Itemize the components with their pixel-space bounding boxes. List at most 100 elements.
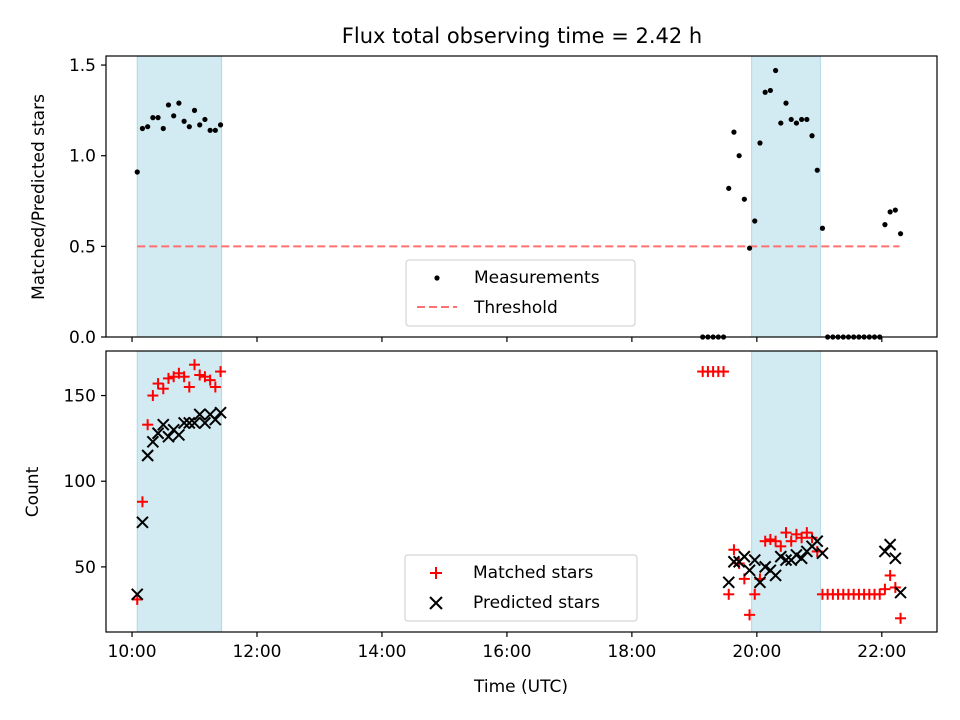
predicted-star-point: [753, 576, 767, 589]
top-axes-frame: [105, 55, 938, 338]
matched-star-point: [157, 383, 169, 395]
matched-star-point: [147, 390, 159, 402]
x-tick-label: 18:00: [607, 642, 656, 662]
measurement-point: [165, 102, 172, 108]
measurement-point: [757, 140, 763, 146]
matched-star-point: [764, 533, 776, 545]
predicted-star-point: [193, 408, 206, 421]
top-y-tick-label: 0.5: [69, 237, 96, 257]
measurement-points: [134, 67, 904, 340]
measurement-point: [145, 124, 151, 130]
measurement-point: [197, 122, 203, 128]
predicted-star-point: [738, 550, 751, 563]
measurement-point: [731, 129, 737, 135]
legend-matched-label: Matched stars: [473, 563, 593, 583]
measurement-point: [160, 125, 166, 132]
measurement-point: [767, 87, 773, 94]
matched-star-point: [759, 535, 771, 547]
measurement-point: [134, 169, 140, 175]
matched-star-point: [194, 369, 206, 381]
predicted-star-point: [162, 430, 175, 443]
matched-star-point: [874, 588, 886, 600]
predicted-star-point: [779, 553, 793, 567]
figure-title: Flux total observing time = 2.42 h: [342, 24, 702, 48]
matched-star-point: [749, 588, 761, 600]
measurement-point: [762, 89, 768, 95]
measurement-point: [186, 124, 192, 130]
measurement-point: [799, 116, 805, 123]
measurement-point: [793, 120, 800, 126]
measurement-point: [783, 100, 789, 106]
bottom-panel: 10:00 12:00 14:00 16:00 18:00 20:00 22:00 50 10…: [23, 350, 938, 697]
matched-star-point: [723, 588, 735, 600]
shaded-interval-0: [136, 55, 223, 338]
measurement-point: [212, 127, 218, 133]
measurement-point: [726, 185, 732, 191]
legend-measurements-marker: [434, 275, 440, 281]
matched-star-point: [770, 535, 782, 547]
x-tick-label: 16:00: [482, 642, 531, 662]
bottom-y-tick-label: 150: [64, 387, 96, 407]
predicted-star-point: [157, 418, 170, 431]
measurement-point: [814, 167, 820, 173]
matched-star-point: [728, 544, 740, 556]
predicted-star-point: [141, 449, 154, 462]
matched-star-point: [744, 609, 756, 621]
legend-measurements-label: Measurements: [474, 268, 600, 288]
x-tick-label: 20:00: [732, 642, 781, 662]
top-y-ticks: 0.0 0.5 1.0 1.5: [69, 56, 106, 348]
matched-star-point: [780, 527, 792, 539]
matched-star-point: [162, 372, 174, 384]
measurement-point: [181, 118, 187, 124]
matched-star-point: [136, 496, 148, 508]
predicted-star-point: [894, 586, 907, 599]
matched-star-point: [895, 612, 907, 624]
x-tick-label: 12:00: [232, 642, 281, 662]
matched-star-point: [785, 535, 797, 547]
legend-matched-marker: [430, 567, 442, 579]
measurement-point: [746, 245, 753, 251]
predicted-star-point: [795, 552, 808, 565]
top-y-tick-label: 1.0: [69, 147, 96, 167]
measurement-point: [176, 100, 182, 106]
matched-star-point: [215, 366, 227, 378]
top-y-axis-label: Matched/Predicted stars: [29, 94, 49, 300]
measurement-point: [804, 116, 810, 123]
measurement-point: [788, 116, 794, 123]
matched-star-point: [178, 371, 190, 383]
measurement-point: [741, 196, 747, 202]
top-legend-box: [405, 259, 636, 327]
predicted-star-point: [722, 576, 735, 589]
measurement-point: [191, 107, 198, 113]
predicted-star-point: [131, 588, 144, 601]
predicted-star-point: [816, 546, 829, 560]
legend-threshold-label: Threshold: [473, 298, 558, 318]
star-count-points: [131, 359, 907, 624]
predicted-star-point: [748, 553, 761, 567]
predicted-star-point: [878, 545, 892, 558]
matched-star-point: [204, 374, 216, 386]
measurement-point: [736, 153, 742, 159]
matched-star-point: [775, 540, 787, 552]
top-y-tick-label: 0.0: [69, 328, 96, 348]
bottom-y-axis-label: Count: [23, 466, 43, 517]
predicted-star-point: [883, 538, 897, 551]
measurement-point: [897, 231, 904, 237]
matched-star-point: [131, 593, 143, 605]
predicted-star-point: [177, 416, 191, 430]
matched-star-point: [189, 359, 201, 371]
matched-star-point: [209, 381, 221, 393]
measurement-point: [150, 115, 156, 121]
x-tick-label: 22:00: [857, 642, 906, 662]
measurement-point: [892, 207, 898, 213]
measurement-point: [207, 127, 213, 133]
measurement-point: [202, 116, 208, 123]
matched-star-point: [142, 419, 154, 431]
predicted-star-point: [727, 555, 741, 568]
predicted-star-point: [743, 564, 756, 577]
shaded-interval-1: [751, 350, 821, 633]
top-x-ticks: [131, 337, 883, 342]
matched-star-point: [879, 583, 891, 595]
bottom-y-ticks: 50 100 150: [64, 387, 106, 578]
